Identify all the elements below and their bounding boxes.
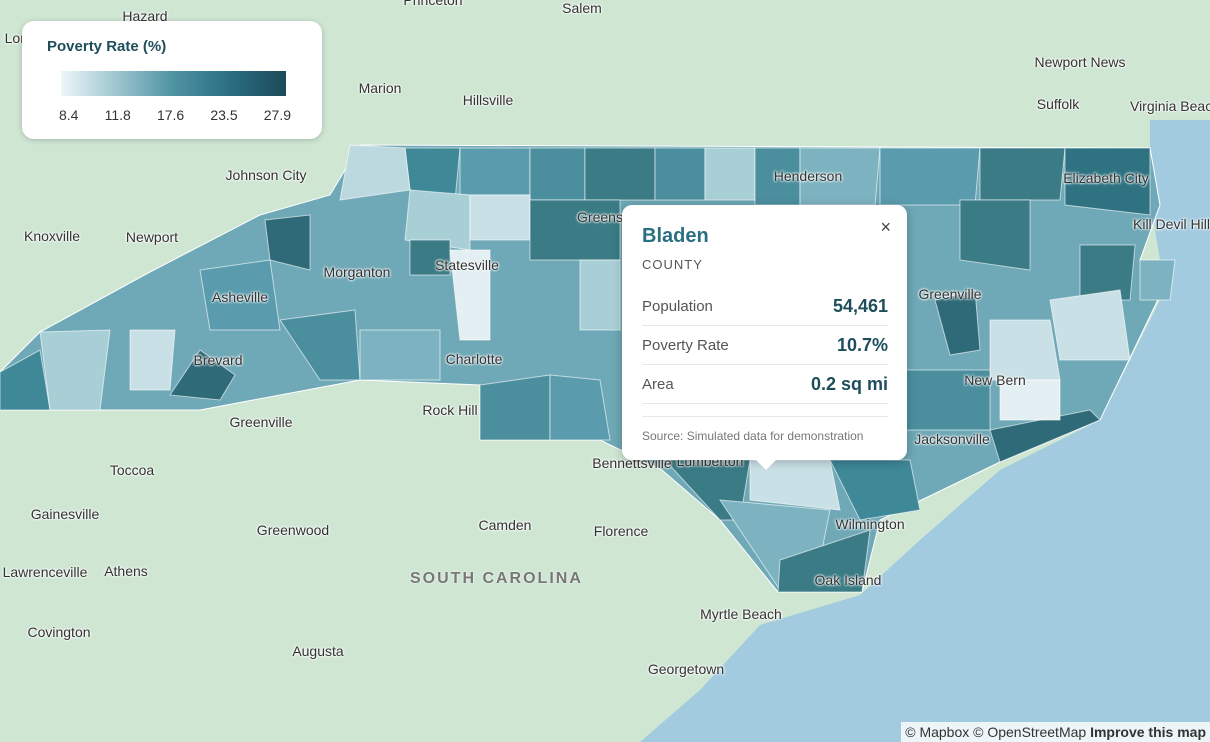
city-label: Greens — [577, 209, 623, 225]
city-label: Georgetown — [647, 661, 725, 677]
county[interactable] — [339, 144, 411, 201]
county[interactable] — [879, 147, 981, 206]
legend-tick: 17.6 — [156, 107, 185, 123]
county[interactable] — [409, 239, 451, 276]
row-value: 10.7% — [836, 334, 888, 355]
city-label: Augusta — [292, 643, 344, 659]
popup-row-area: Area 0.2 sq mi — [642, 365, 888, 404]
mapbox-link[interactable]: © Mapbox — [905, 724, 970, 740]
county[interactable] — [999, 379, 1061, 421]
county[interactable] — [989, 319, 1061, 381]
city-label: Covington — [27, 624, 91, 640]
city-label: Princeton — [403, 0, 463, 8]
county-layer[interactable] — [0, 144, 1176, 593]
county-popup: × Bladen COUNTY Population 54,461 Poverty… — [622, 205, 907, 470]
city-label: Wilmington — [835, 516, 905, 532]
row-label: Poverty Rate — [642, 336, 729, 354]
city-label: Gainesville — [30, 506, 100, 522]
county[interactable] — [39, 329, 111, 411]
city-label: Myrtle Beach — [700, 606, 782, 622]
county[interactable] — [359, 329, 441, 381]
city-label: Statesville — [435, 257, 499, 273]
legend-tick: 27.9 — [263, 107, 291, 123]
city-label: Oak Island — [814, 572, 882, 588]
row-label: Area — [642, 375, 674, 393]
state-label-south-carolina: SOUTH CAROLINA — [410, 570, 583, 587]
improve-map-link[interactable]: Improve this map — [1090, 724, 1206, 740]
legend-title: Poverty Rate (%) — [47, 38, 167, 55]
city-label: Newport — [125, 229, 179, 245]
popup-row-poverty-rate: Poverty Rate 10.7% — [642, 326, 888, 365]
popup-source: Source: Simulated data for demonstration — [642, 416, 888, 443]
county[interactable] — [934, 289, 981, 356]
city-label: Charlotte — [445, 351, 503, 367]
city-label: Greenville — [229, 414, 293, 430]
popup-row-population: Population 54,461 — [642, 287, 888, 326]
city-label: Hillsville — [462, 92, 514, 108]
legend-color-bar — [61, 71, 286, 96]
city-label: Marion — [358, 80, 402, 96]
city-label: Suffolk — [1036, 96, 1080, 112]
county[interactable] — [479, 374, 551, 441]
county[interactable] — [654, 147, 706, 201]
city-label: Rock Hill — [422, 402, 478, 418]
osm-link[interactable]: © OpenStreetMap — [973, 724, 1087, 740]
row-value: 54,461 — [832, 295, 888, 316]
legend-tick: 11.8 — [104, 107, 131, 123]
city-label: Brevard — [193, 352, 243, 368]
city-label: Lawrenceville — [2, 564, 88, 580]
county[interactable] — [704, 147, 756, 201]
county[interactable] — [529, 147, 586, 201]
county[interactable] — [979, 147, 1066, 201]
county[interactable] — [829, 459, 921, 521]
legend-ticks: 8.4 11.8 17.6 23.5 27.9 — [59, 107, 291, 123]
county[interactable] — [264, 214, 311, 271]
county[interactable] — [1079, 244, 1136, 301]
row-label: Population — [642, 297, 713, 315]
county[interactable] — [199, 259, 281, 331]
legend: Poverty Rate (%) 8.4 11.8 17.6 23.5 27.9 — [22, 21, 322, 139]
city-label: Hazard — [122, 8, 168, 24]
attribution: © Mapbox © OpenStreetMap Improve this ma… — [901, 722, 1210, 742]
popup-county-name: Bladen — [642, 225, 709, 247]
city-label: Jacksonville — [914, 431, 990, 447]
city-label: Salem — [562, 0, 602, 16]
city-label: Elizabeth City — [1063, 170, 1149, 186]
county[interactable] — [169, 349, 236, 401]
popup-type: COUNTY — [642, 257, 703, 272]
county[interactable] — [579, 259, 621, 331]
city-label: Toccoa — [109, 462, 155, 478]
city-label: Florence — [593, 523, 649, 539]
county[interactable] — [469, 194, 531, 241]
city-label: Henderson — [773, 168, 843, 184]
city-label: Newport News — [1034, 54, 1126, 70]
city-label: Johnson City — [225, 167, 307, 183]
legend-tick: 8.4 — [59, 107, 79, 123]
city-label: Athens — [104, 563, 148, 579]
county[interactable] — [584, 147, 656, 201]
county[interactable] — [959, 199, 1031, 271]
city-label: Morganton — [323, 264, 391, 280]
county[interactable] — [1049, 289, 1131, 361]
city-label: Asheville — [211, 289, 269, 305]
row-value: 0.2 sq mi — [810, 373, 888, 394]
county[interactable] — [459, 147, 531, 196]
county[interactable] — [749, 459, 841, 511]
city-label: Greenwood — [256, 522, 330, 538]
city-label: Greenville — [918, 286, 982, 302]
city-label: Virginia Beach — [1129, 98, 1210, 114]
ocean — [640, 120, 1210, 742]
county[interactable] — [1064, 147, 1151, 216]
county[interactable] — [449, 249, 491, 341]
city-label: Camden — [478, 517, 532, 533]
county[interactable] — [1139, 259, 1176, 301]
close-icon[interactable]: × — [880, 217, 891, 237]
city-label: Knoxville — [23, 228, 81, 244]
county[interactable] — [129, 329, 176, 391]
county[interactable] — [549, 374, 611, 441]
county[interactable] — [777, 529, 871, 593]
city-label: Kill Devil Hills — [1132, 216, 1210, 232]
city-label: New Bern — [964, 372, 1026, 388]
legend-tick: 23.5 — [210, 107, 238, 123]
